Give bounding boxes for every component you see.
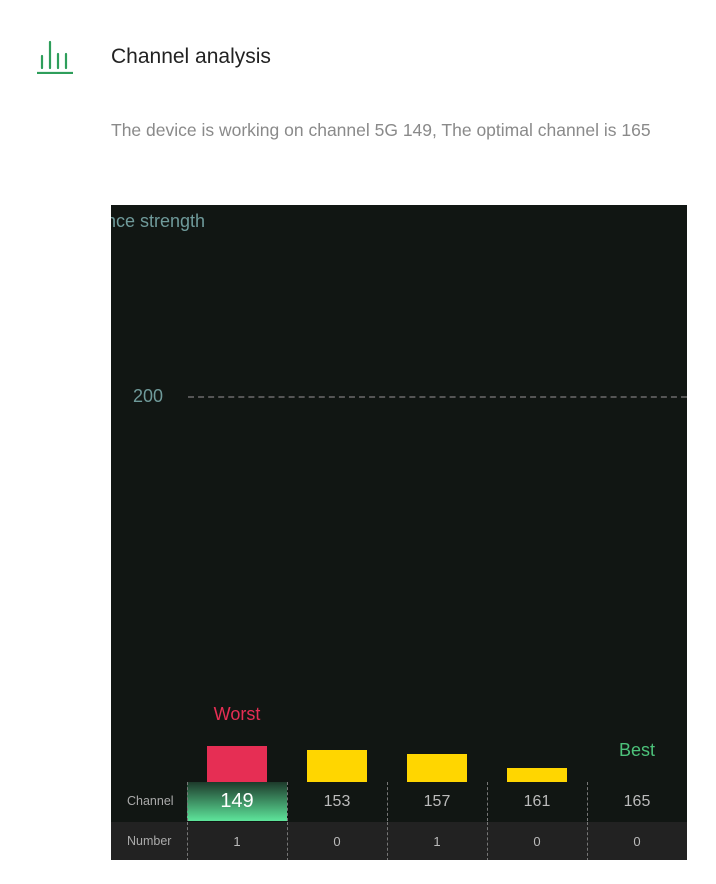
- bar-157: [407, 753, 467, 782]
- column-divider: [287, 822, 288, 860]
- column-divider: [587, 782, 588, 821]
- bar-161: [507, 767, 567, 782]
- column-divider: [187, 782, 188, 821]
- column-divider: [287, 782, 288, 821]
- y-tick-200: 200: [133, 386, 164, 406]
- column-divider: [587, 822, 588, 860]
- channel-cell-157[interactable]: 157: [423, 793, 451, 810]
- channel-cell-153[interactable]: 153: [323, 793, 351, 810]
- y-axis-label: nce strength: [111, 211, 206, 231]
- page-title: Channel analysis: [111, 45, 271, 68]
- channel-row: Channel 149 153 157 161 165: [111, 782, 687, 821]
- number-row-label: Number: [127, 834, 172, 848]
- count-cell-153: 0: [333, 834, 341, 849]
- column-divider: [387, 782, 388, 821]
- channel-row-label: Channel: [127, 794, 174, 808]
- bar-149: [207, 746, 267, 782]
- count-cell-161: 0: [533, 834, 541, 849]
- count-cell-149: 1: [233, 834, 241, 849]
- column-divider: [187, 822, 188, 860]
- count-cell-157: 1: [433, 834, 441, 849]
- number-row: Number 1 0 1 0 0: [111, 822, 687, 860]
- channel-chart: nce strength 200 Worst Best Channel 149 1…: [111, 205, 687, 860]
- column-divider: [487, 822, 488, 860]
- channel-cell-149[interactable]: 149: [187, 782, 287, 821]
- column-divider: [487, 782, 488, 821]
- worst-label: Worst: [213, 704, 261, 725]
- channel-description: The device is working on channel 5G 149,…: [111, 120, 651, 140]
- channel-cell-161[interactable]: 161: [523, 793, 551, 810]
- bar-chart-icon: [37, 40, 73, 74]
- channel-cell-165[interactable]: 165: [623, 793, 651, 810]
- column-divider: [387, 822, 388, 860]
- count-cell-165: 0: [633, 834, 641, 849]
- bar-153: [307, 749, 367, 782]
- gridline-200: [188, 396, 687, 398]
- best-label: Best: [618, 740, 656, 760]
